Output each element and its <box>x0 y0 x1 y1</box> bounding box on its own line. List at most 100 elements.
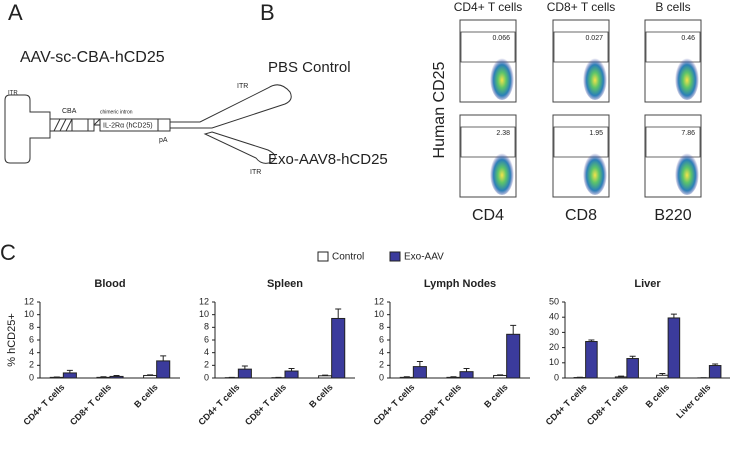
y-tick-label: 2 <box>379 360 384 370</box>
y-tick-label: 40 <box>549 312 559 322</box>
gate-value: 2.38 <box>496 130 510 137</box>
x-axis-label: CD8 <box>565 207 597 224</box>
row-label: Exo-AAV8-hCD25 <box>268 151 388 168</box>
x-tick-label: B cells <box>307 382 335 410</box>
bar <box>96 376 111 379</box>
column-header: CD4+ T cells <box>454 0 523 14</box>
bar <box>318 375 333 379</box>
y-tick-label: 4 <box>379 347 384 357</box>
x-axis-label: B220 <box>654 207 691 224</box>
y-tick-label: 0 <box>29 372 34 382</box>
y-tick-label: 4 <box>29 347 34 357</box>
x-tick-label: B cells <box>644 382 672 410</box>
cell-cloud <box>675 151 699 195</box>
y-tick-label: 8 <box>29 322 34 332</box>
legend-label: Control <box>332 252 364 263</box>
x-tick-label: CD4+ T cells <box>544 382 589 427</box>
bar <box>506 333 521 379</box>
x-tick-label: CD4+ T cells <box>21 382 66 427</box>
bar <box>708 365 722 379</box>
error-bar <box>147 374 154 376</box>
error-bar <box>670 313 677 318</box>
flow-grid: CD4+ T cells CD4 0.066 2.38 CD8+ T cells CD8 0… <box>454 0 702 224</box>
bar <box>446 376 461 379</box>
itr-label: ITR <box>250 169 261 176</box>
bar <box>656 374 669 379</box>
gate-value: 0.027 <box>585 35 603 42</box>
bar <box>412 366 427 379</box>
y-tick-label: 0 <box>204 372 209 382</box>
legend-swatch <box>389 251 401 262</box>
panel-label: A <box>8 0 23 25</box>
error-bar <box>335 308 342 319</box>
error-bar <box>416 361 423 367</box>
x-tick-label: Liver cells <box>674 382 712 420</box>
bar <box>626 358 639 379</box>
bar <box>614 376 628 379</box>
x-tick-label: B cells <box>132 382 160 410</box>
bar <box>331 317 346 379</box>
panel-label: B <box>260 0 275 25</box>
y-tick-label: 0 <box>554 372 559 382</box>
y-tick-label: 10 <box>24 309 34 319</box>
y-tick-label: 2 <box>204 360 209 370</box>
bar <box>109 375 124 379</box>
cell-cloud <box>675 56 699 100</box>
bar <box>143 374 158 379</box>
error-bar <box>463 368 470 372</box>
error-bar <box>403 376 410 378</box>
flow-y-label: Human CD25 <box>431 61 448 158</box>
y-tick-label: 10 <box>374 309 384 319</box>
error-bar <box>322 374 329 376</box>
construct-diagram <box>4 84 292 164</box>
chart-title: Blood <box>94 278 125 290</box>
y-tick-label: 30 <box>549 327 559 337</box>
gate-value: 7.86 <box>681 130 695 137</box>
error-bar <box>241 365 248 370</box>
chart-title: Spleen <box>267 278 303 290</box>
cell-cloud <box>490 151 514 195</box>
bar <box>459 371 474 379</box>
error-bar <box>66 369 73 373</box>
y-tick-label: 50 <box>549 296 559 306</box>
y-tick-label: 0 <box>379 372 384 382</box>
error-bar <box>497 374 504 376</box>
chart-title: Lymph Nodes <box>424 278 496 290</box>
x-tick-label: B cells <box>482 382 510 410</box>
bar <box>156 360 171 379</box>
column-header: B cells <box>655 0 690 14</box>
construct-title: AAV-sc-CBA-hCD25 <box>20 49 165 66</box>
legend-label: Exo-AAV <box>404 252 444 263</box>
y-tick-label: 12 <box>199 296 209 306</box>
y-tick-label: 8 <box>204 322 209 332</box>
y-tick-label: 10 <box>199 309 209 319</box>
error-bar <box>712 363 719 366</box>
gate <box>645 126 701 158</box>
x-tick-label: CD8+ T cells <box>243 382 288 427</box>
cell-cloud <box>490 56 514 100</box>
error-bar <box>629 355 636 359</box>
y-tick-label: 20 <box>549 342 559 352</box>
pa-label: pA <box>159 137 168 144</box>
itr-label: ITR <box>8 91 18 97</box>
gate-value: 0.46 <box>681 35 695 42</box>
panel-label: C <box>0 240 16 265</box>
x-tick-label: CD8+ T cells <box>585 382 630 427</box>
y-tick-label: 2 <box>29 360 34 370</box>
y-tick-label: 10 <box>549 357 559 367</box>
bar <box>62 372 77 379</box>
error-bar <box>288 368 295 372</box>
cell-cloud <box>583 151 607 195</box>
error-bar <box>160 355 167 361</box>
gate <box>553 31 609 63</box>
y-tick-label: 8 <box>379 322 384 332</box>
column-header: CD8+ T cells <box>547 0 616 14</box>
error-bar <box>113 374 120 377</box>
x-axis-label: CD4 <box>472 207 504 224</box>
error-bar <box>588 339 595 342</box>
bar <box>585 341 598 379</box>
y-tick-label: 12 <box>374 296 384 306</box>
y-tick-label: 12 <box>24 296 34 306</box>
error-bar <box>450 376 457 378</box>
bar <box>667 317 681 379</box>
